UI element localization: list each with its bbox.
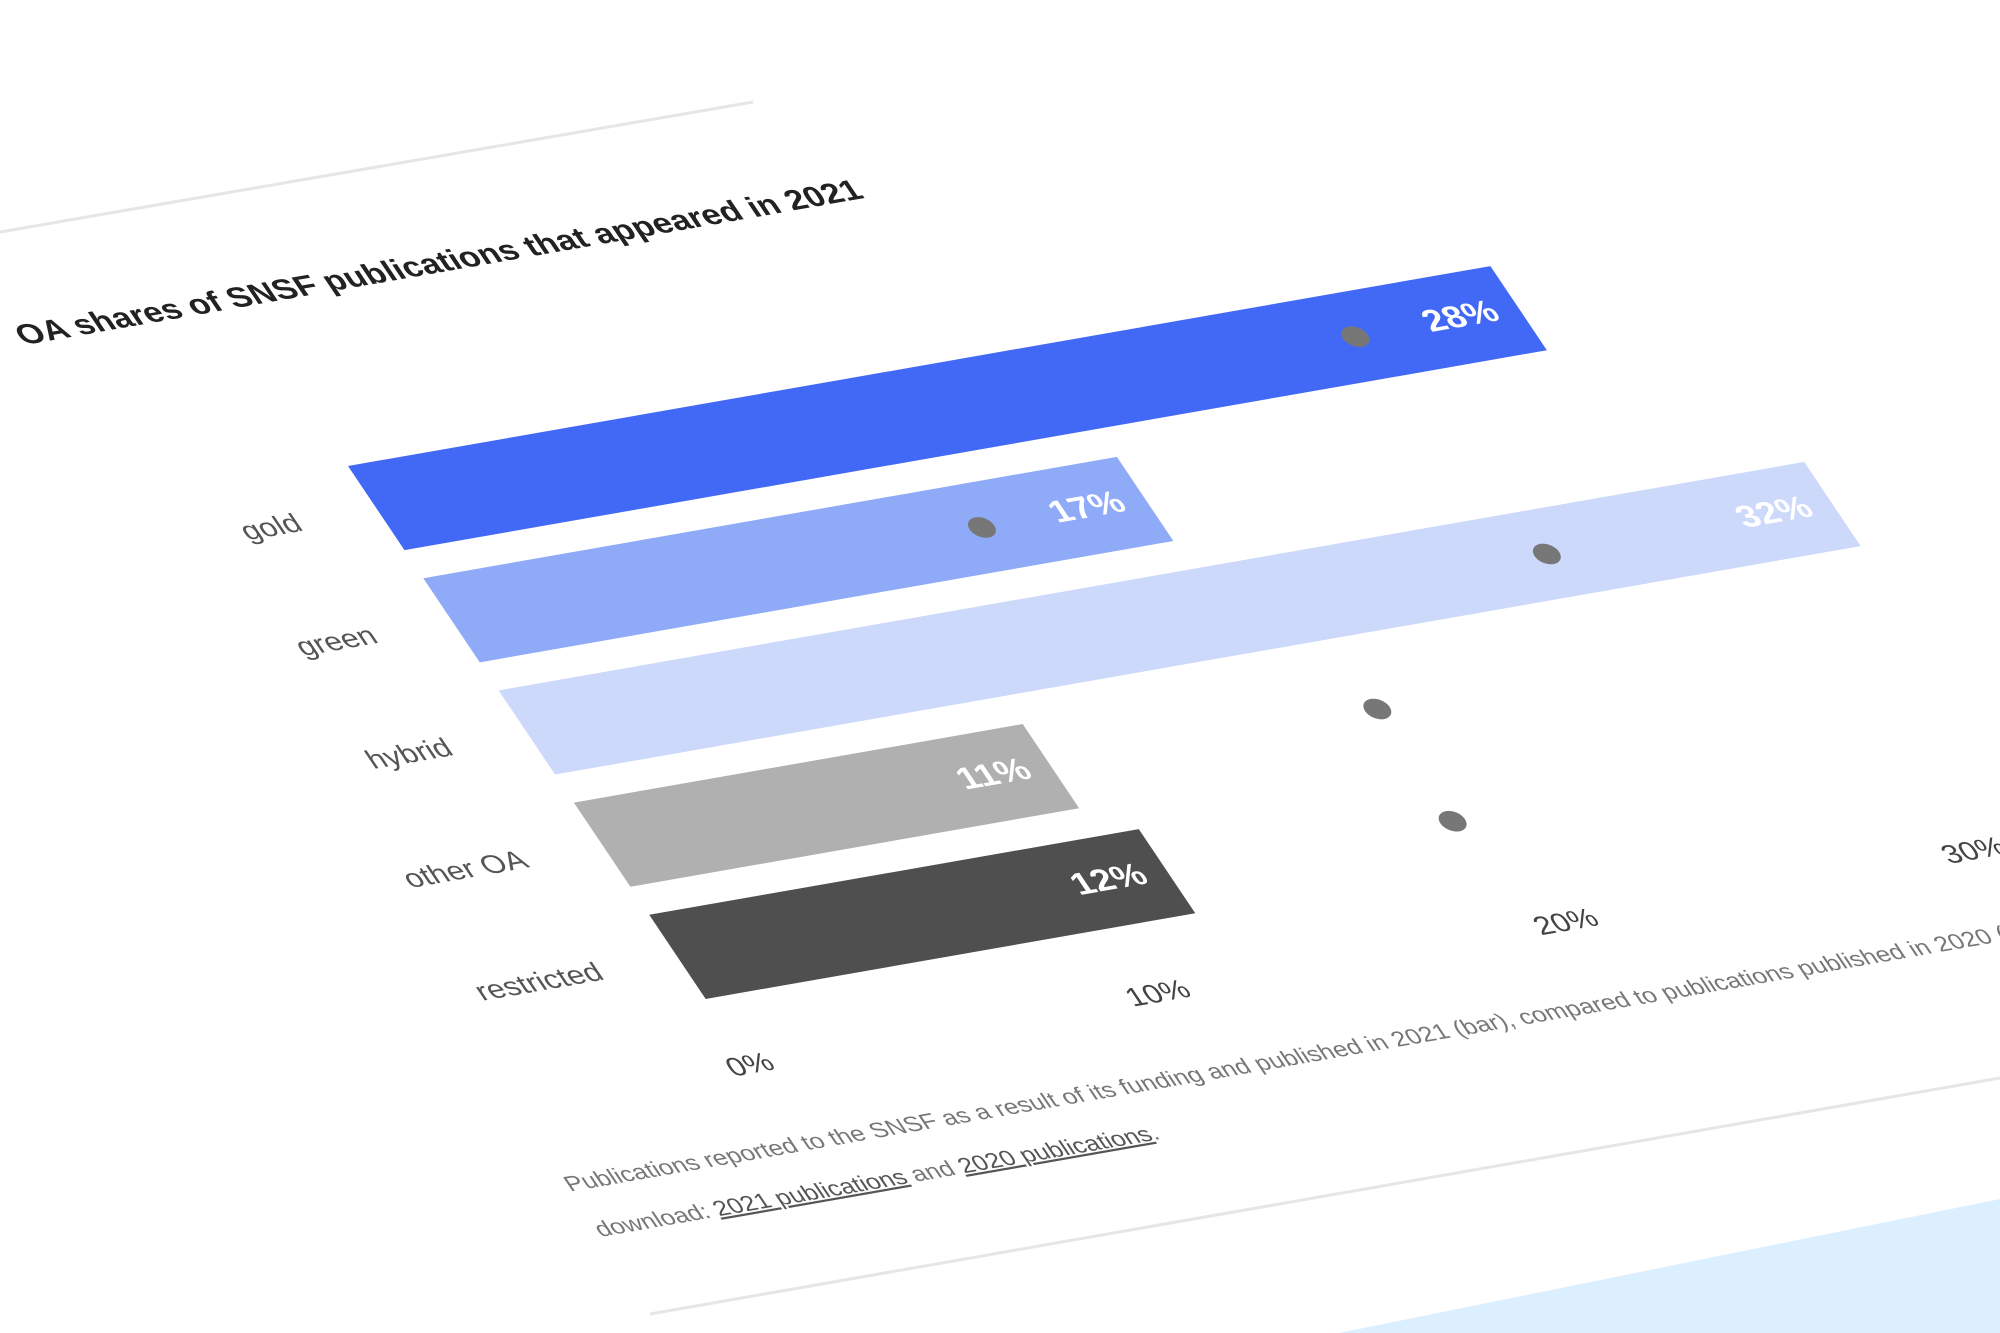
bar: [423, 456, 1174, 663]
blue-panel: [1339, 1199, 2000, 1333]
bar: [348, 266, 1547, 551]
bar: [498, 461, 1861, 775]
bar: [573, 724, 1080, 887]
divider: [649, 1076, 2000, 1316]
point-2020: [1532, 543, 1561, 565]
point-2020: [1341, 326, 1370, 348]
point-2020: [967, 517, 996, 538]
point-2020: [1438, 810, 1467, 832]
bar: [649, 829, 1196, 999]
divider: [0, 100, 754, 234]
point-2020: [1363, 698, 1392, 720]
